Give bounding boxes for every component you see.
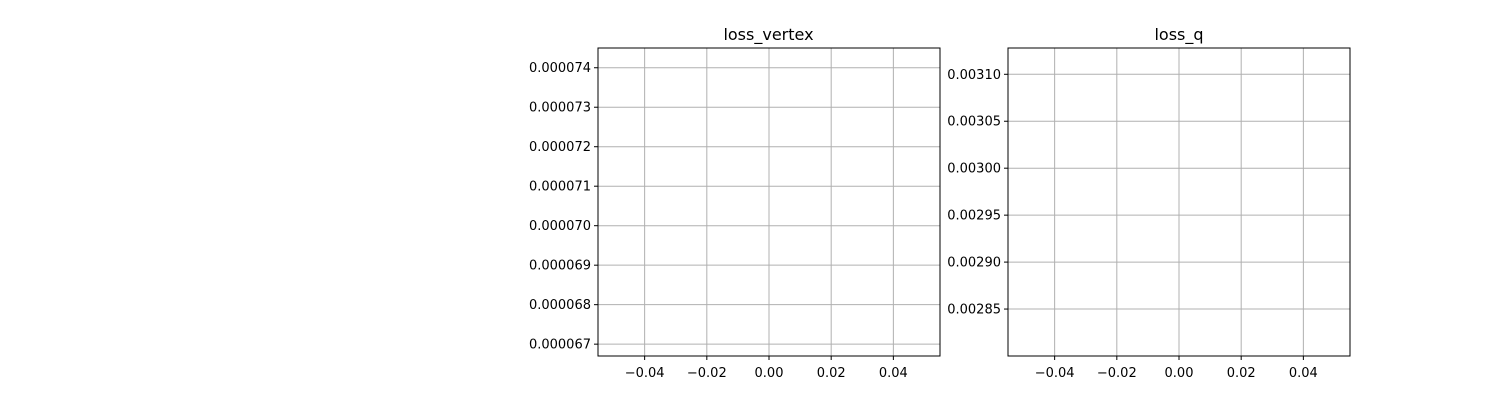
- chart-title: loss_vertex: [723, 25, 813, 45]
- x-tick-label: 0.04: [1289, 366, 1318, 381]
- y-tick-label: 0.000071: [529, 180, 591, 195]
- y-tick-label: 0.000070: [529, 219, 591, 234]
- y-tick-label: 0.000069: [529, 259, 591, 274]
- y-tick-label: 0.00305: [947, 115, 1001, 130]
- x-tick-label: 0.00: [1165, 366, 1194, 381]
- loss-vertex-panel: loss_vertex −0.04 −0.02 0.00 0.02 0.04 0.0000…: [529, 25, 941, 381]
- x-tick-label: −0.04: [625, 366, 665, 381]
- chart-title: loss_q: [1154, 25, 1203, 45]
- x-tick-label: 0.02: [1227, 366, 1256, 381]
- y-tick-label: 0.00285: [947, 303, 1001, 318]
- y-tick-label: 0.00310: [947, 68, 1001, 83]
- y-tick-label: 0.000072: [529, 140, 591, 155]
- x-tick-label: −0.02: [1097, 366, 1137, 381]
- y-tick-label: 0.000067: [529, 338, 591, 353]
- y-tick-label: 0.000074: [529, 61, 591, 76]
- y-tick-label: 0.000073: [529, 101, 591, 116]
- x-tick-label: −0.04: [1035, 366, 1075, 381]
- x-tick-label: 0.00: [755, 366, 784, 381]
- y-tick-label: 0.00295: [947, 209, 1001, 224]
- loss-q-panel: loss_q −0.04 −0.02 0.00 0.02 0.04 0.00285 0.00…: [947, 25, 1351, 381]
- y-tick-label: 0.000068: [529, 298, 591, 313]
- x-tick-label: 0.04: [879, 366, 908, 381]
- x-tick-label: −0.02: [687, 366, 727, 381]
- x-tick-label: 0.02: [817, 366, 846, 381]
- y-tick-label: 0.00300: [947, 162, 1001, 177]
- y-tick-label: 0.00290: [947, 256, 1001, 271]
